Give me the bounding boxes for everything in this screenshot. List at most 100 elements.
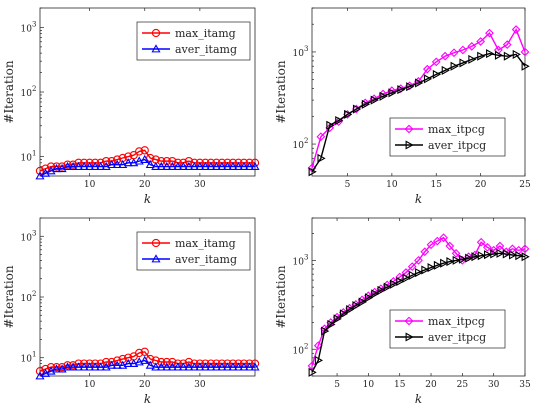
series-1 <box>308 248 530 377</box>
data-point <box>112 159 122 169</box>
data-point <box>102 156 111 166</box>
data-point <box>85 362 95 371</box>
data-point <box>157 156 166 166</box>
data-point <box>364 293 374 303</box>
data-point <box>244 362 255 371</box>
data-point <box>90 362 100 371</box>
data-point <box>431 57 441 67</box>
y-tick-label: 10 <box>21 233 33 243</box>
data-point <box>317 153 326 163</box>
data-point <box>441 65 450 75</box>
legend-box <box>389 309 506 349</box>
x-tick-label: 15 <box>394 380 406 390</box>
series-1 <box>35 355 260 380</box>
data-point <box>515 251 524 261</box>
y-tick-exponent: 3 <box>32 20 36 28</box>
data-point <box>395 272 405 282</box>
data-point <box>446 257 455 267</box>
data-point <box>140 347 149 356</box>
legend-marker <box>151 254 161 263</box>
data-point <box>184 161 194 170</box>
data-point <box>503 51 512 61</box>
data-point <box>162 357 171 367</box>
data-point <box>459 58 468 68</box>
x-axis-label: k <box>415 192 422 206</box>
data-point <box>167 362 177 371</box>
legend-marker <box>151 44 161 53</box>
data-point <box>465 253 474 263</box>
data-point <box>189 161 199 170</box>
data-point <box>107 360 117 369</box>
data-point <box>156 161 166 170</box>
data-point <box>476 37 486 46</box>
data-point <box>168 357 177 367</box>
data-point <box>101 161 111 170</box>
legend-marker <box>404 124 414 134</box>
y-tick-label: 10 <box>21 24 33 34</box>
x-tick-label: 10 <box>363 380 375 390</box>
data-point <box>422 64 432 74</box>
data-point <box>406 82 415 92</box>
data-point <box>423 74 433 84</box>
x-tick-label: 5 <box>345 180 351 190</box>
data-point <box>52 362 61 372</box>
legend-box <box>389 117 506 157</box>
data-point <box>397 85 406 95</box>
data-point <box>476 237 486 247</box>
data-point <box>113 155 122 164</box>
data-point <box>415 78 424 88</box>
data-point <box>361 99 370 109</box>
data-point <box>449 48 459 58</box>
data-point <box>244 161 255 170</box>
data-point <box>85 161 95 170</box>
legend-box <box>136 231 251 271</box>
data-point <box>432 69 441 79</box>
y-tick-exponent: 3 <box>304 253 308 261</box>
y-tick-label: 10 <box>21 355 33 365</box>
y-tick-label: 10 <box>293 257 305 267</box>
data-point <box>521 61 530 71</box>
x-tick-label: 10 <box>386 180 398 190</box>
x-axis-label: k <box>415 392 422 406</box>
y-tick-exponent: 1 <box>32 150 36 158</box>
series-1 <box>308 49 530 177</box>
x-axis-label: k <box>144 192 151 206</box>
data-point <box>358 297 367 307</box>
data-point <box>490 249 499 259</box>
data-point <box>41 364 50 374</box>
legend-label: aver_itamg <box>175 43 237 56</box>
data-point <box>440 51 450 61</box>
data-point <box>377 285 386 295</box>
data-point <box>74 161 84 170</box>
data-point <box>195 161 205 170</box>
y-tick-label: 10 <box>293 49 305 59</box>
data-point <box>63 361 72 370</box>
x-tick-label: 20 <box>425 380 437 390</box>
y-tick-label: 10 <box>293 141 305 151</box>
data-point <box>383 282 392 292</box>
data-point <box>477 251 486 261</box>
data-point <box>521 252 530 262</box>
x-axis-label: k <box>144 392 151 406</box>
y-tick-exponent: 2 <box>304 342 308 350</box>
legend-label: max_itpcg <box>428 315 485 328</box>
data-point <box>124 353 133 362</box>
legend-marker <box>405 332 414 342</box>
y-tick-exponent: 2 <box>32 290 36 298</box>
legend-marker <box>404 316 414 326</box>
legend: max_itpcg aver_itpcg <box>389 117 506 157</box>
data-point <box>151 161 161 170</box>
data-point <box>46 166 56 175</box>
x-tick-label: 25 <box>457 380 469 390</box>
data-point <box>313 341 323 350</box>
legend-label: aver_itpcg <box>428 139 486 152</box>
data-point <box>426 240 436 250</box>
data-point <box>46 366 56 375</box>
data-point <box>178 362 188 371</box>
data-point <box>379 91 388 101</box>
data-point <box>239 362 249 371</box>
data-point <box>63 362 73 371</box>
